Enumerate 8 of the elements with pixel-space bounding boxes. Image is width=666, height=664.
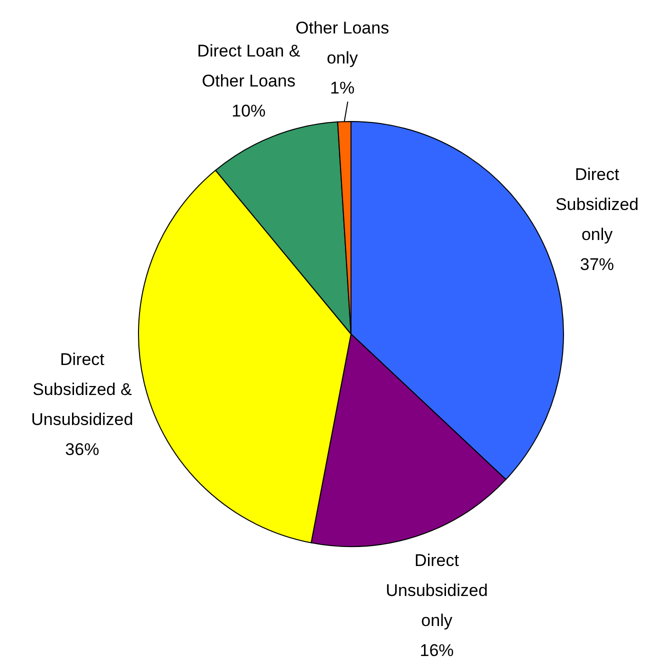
data-label: 36% xyxy=(65,440,100,459)
slice-label: Direct Unsubsidized only xyxy=(386,551,488,630)
slice-label: Direct Subsidized only xyxy=(555,164,639,244)
data-label: 1% xyxy=(330,78,355,98)
data-label: 37% xyxy=(580,254,614,274)
data-label: 16% xyxy=(420,641,454,660)
data-label: 10% xyxy=(232,101,266,120)
slice-label: Direct Subsidized & Unsubsidized xyxy=(31,350,134,429)
